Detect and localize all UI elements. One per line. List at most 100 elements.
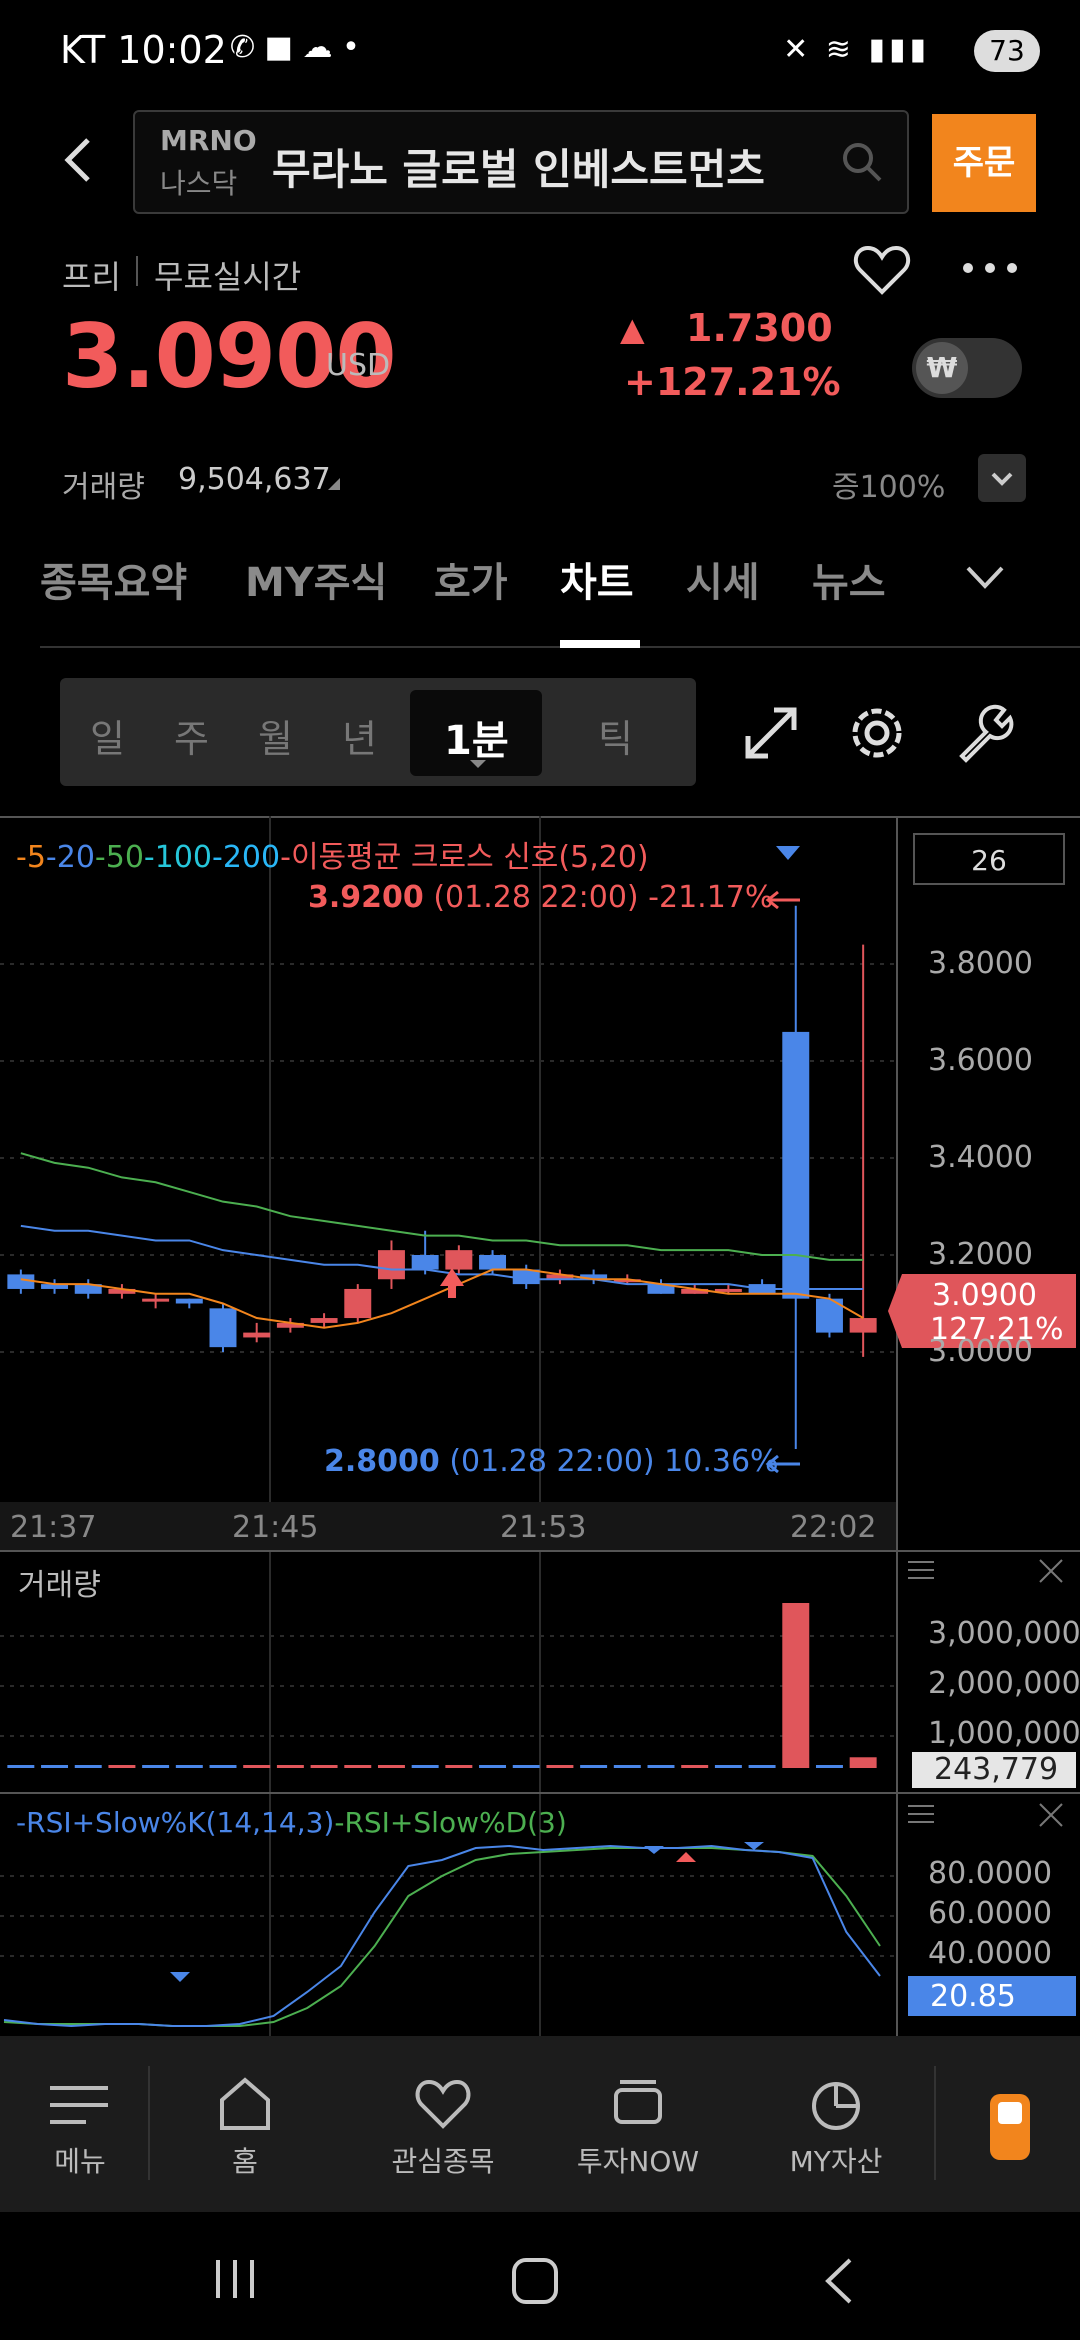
rsi-lines-layer xyxy=(3,1844,881,2028)
nav-watchlist[interactable]: 관심종목 xyxy=(370,2040,516,2210)
candle-body xyxy=(108,1288,136,1294)
settings-gear-icon[interactable] xyxy=(842,698,912,768)
candle-body xyxy=(681,1288,709,1294)
current-price: 3.0900 xyxy=(62,305,397,408)
tab-news[interactable]: 뉴스 xyxy=(812,560,886,606)
expand-chevron-icon[interactable] xyxy=(978,454,1026,502)
price-tick: 3.4000 xyxy=(928,1140,1033,1175)
rsi-signal-icon-4 xyxy=(676,1852,696,1862)
candle-body xyxy=(142,1298,170,1302)
time-label: 21:53 xyxy=(500,1510,587,1545)
volume-bar xyxy=(714,1765,742,1768)
volume-bar xyxy=(209,1765,237,1768)
chart-svg[interactable] xyxy=(0,816,1080,2036)
bottom-nav xyxy=(0,2036,1080,2212)
more-icon[interactable] xyxy=(958,248,1022,288)
period-week[interactable]: 주 xyxy=(174,717,209,761)
tab-quotes[interactable]: 시세 xyxy=(686,560,760,606)
ma5-line xyxy=(20,1268,864,1329)
candles-layer xyxy=(7,905,877,1449)
period-1min[interactable]: 1분 xyxy=(444,718,509,764)
rsi-grid xyxy=(0,1875,896,1957)
nav-app-switch[interactable] xyxy=(960,2040,1060,2210)
session-label: 프리 xyxy=(62,258,121,296)
candle-body xyxy=(445,1250,473,1270)
cross-signal-legend: -이동평균 크로스 신호(5,20) xyxy=(280,840,649,875)
status-time: KT 10:02 xyxy=(60,28,227,72)
tabs-more-chevron-icon[interactable] xyxy=(960,560,1010,596)
up-triangle-icon: ▲ xyxy=(620,310,645,348)
search-icon[interactable] xyxy=(840,140,884,184)
nav-menu-label: 메뉴 xyxy=(54,2145,106,2178)
nav-divider xyxy=(148,2066,150,2180)
time-label: 21:37 xyxy=(10,1510,97,1545)
pie-chart-icon xyxy=(812,2082,860,2130)
volume-bars-layer xyxy=(7,1603,877,1768)
watchlist-heart-icon xyxy=(415,2079,471,2129)
realtime-label: 무료실시간 xyxy=(154,258,302,296)
volume-bar xyxy=(108,1765,136,1768)
order-button[interactable]: 주문 xyxy=(932,114,1036,212)
back-button-icon[interactable] xyxy=(820,2256,860,2306)
volume-current-tag: 243,779 xyxy=(934,1752,1059,1787)
candle-body xyxy=(479,1255,507,1270)
wrench-icon[interactable] xyxy=(948,698,1018,768)
back-arrow-icon[interactable] xyxy=(50,130,110,190)
chart-area[interactable]: -5-20-50-100-200-이동평균 크로스 신호(5,20) 26 3.… xyxy=(0,816,1080,2036)
period-day[interactable]: 일 xyxy=(90,717,125,761)
fullscreen-icon[interactable] xyxy=(736,698,806,768)
stock-search-box[interactable] xyxy=(133,110,909,214)
nav-invest-now[interactable]: 투자NOW xyxy=(560,2040,716,2210)
candle-body xyxy=(7,1274,35,1289)
market-name: 나스닥 xyxy=(160,167,238,200)
period-year[interactable]: 년 xyxy=(342,717,377,761)
time-label: 21:45 xyxy=(232,1510,319,1545)
rsi-d-line xyxy=(3,1847,881,2027)
status-bar: KT 10:02 ✆ ■ ☁ • ✕ ≋ ▮▮▮ 73 xyxy=(0,0,1080,100)
price-tick: 3.0000 xyxy=(928,1334,1033,1369)
count-box-label[interactable]: 26 xyxy=(971,844,1007,877)
volume-bar xyxy=(748,1765,776,1768)
candle-body xyxy=(377,1250,405,1280)
invest-now-icon xyxy=(614,2080,662,2124)
volume-bar xyxy=(310,1765,338,1768)
volume-bar xyxy=(681,1765,709,1768)
rsi-signal-icon-3 xyxy=(744,1842,764,1850)
candle-body xyxy=(175,1298,203,1304)
nav-my-assets[interactable]: MY자산 xyxy=(766,2040,906,2210)
candle-body xyxy=(849,1318,877,1333)
rsi-k-line xyxy=(3,1844,881,2028)
volume-bar xyxy=(445,1765,473,1768)
tab-chart[interactable]: 차트 xyxy=(560,560,634,606)
rsi-current-tag: 20.85 xyxy=(930,1979,1016,2014)
time-label: 22:02 xyxy=(790,1510,877,1545)
period-tick[interactable]: 틱 xyxy=(598,717,633,761)
volume-bar xyxy=(411,1765,439,1768)
home-button-icon[interactable] xyxy=(510,2256,560,2306)
close-icon[interactable] xyxy=(1036,1556,1066,1586)
period-selector xyxy=(60,678,696,786)
currency-toggle[interactable]: ₩ xyxy=(912,338,1022,398)
change-amount: 1.7300 xyxy=(686,306,833,350)
recent-apps-icon[interactable] xyxy=(210,2256,260,2302)
candle-body xyxy=(344,1288,372,1319)
nav-menu[interactable]: 메뉴 xyxy=(20,2040,140,2210)
rsi-close-icon[interactable] xyxy=(1036,1800,1066,1830)
heart-icon[interactable] xyxy=(852,242,912,298)
volume-bar xyxy=(7,1765,35,1768)
rsi-tick: 80.0000 xyxy=(928,1856,1053,1891)
nav-invest-now-label: 투자NOW xyxy=(576,2145,700,2178)
ma50-line xyxy=(20,1152,864,1261)
menu-lines-icon[interactable] xyxy=(906,1558,936,1584)
volume-bar xyxy=(849,1757,877,1768)
candle-body xyxy=(613,1279,641,1283)
tab-my-stock[interactable]: MY주식 xyxy=(245,560,388,606)
ma200-legend: -200 xyxy=(212,840,281,875)
buy-signal-icon xyxy=(440,1268,464,1286)
system-icons: ✕ ≋ ▮▮▮ xyxy=(783,32,930,67)
tab-orderbook[interactable]: 호가 xyxy=(434,560,508,606)
period-month[interactable]: 월 xyxy=(258,717,293,761)
rsi-menu-lines-icon[interactable] xyxy=(906,1802,936,1828)
tab-summary[interactable]: 종목요약 xyxy=(40,560,188,606)
nav-home[interactable]: 홈 xyxy=(180,2040,310,2210)
